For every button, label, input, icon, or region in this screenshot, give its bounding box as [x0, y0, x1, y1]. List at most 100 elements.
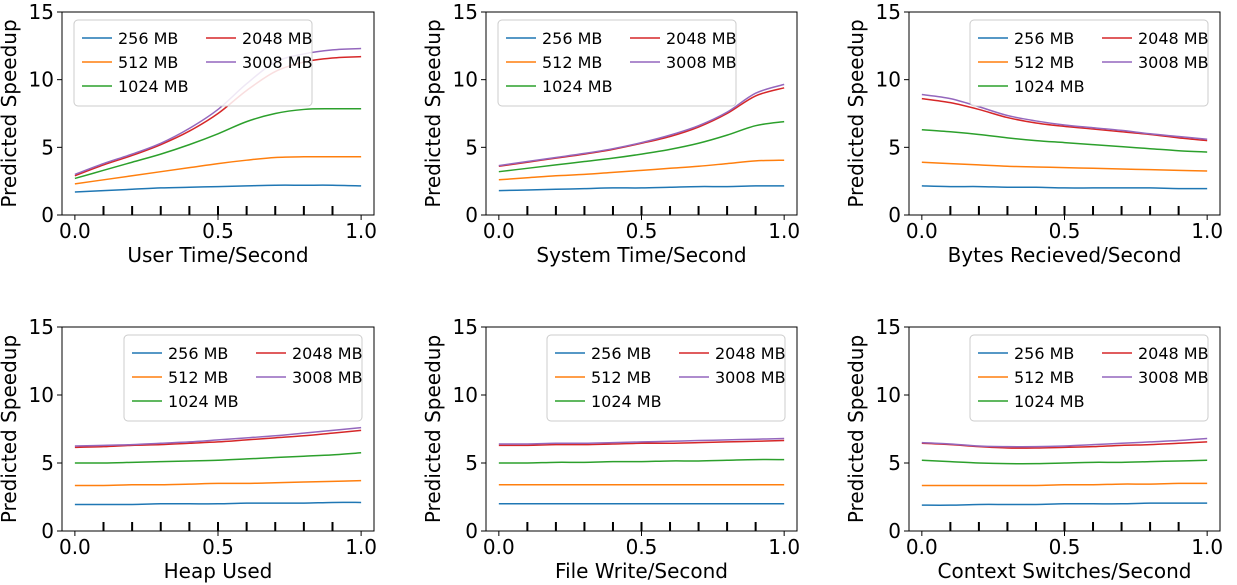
series-line-1024-mb [498, 120, 785, 173]
x-tick-label: 0.0 [59, 219, 91, 243]
x-tick-label: 1.0 [345, 219, 377, 243]
x-axis-label: Heap Used [164, 559, 273, 583]
legend-label: 2048 MB [666, 29, 737, 48]
legend-label: 1024 MB [1014, 392, 1085, 411]
legend-label: 3008 MB [292, 368, 363, 387]
series-line-2048-mb [498, 439, 785, 447]
chart-panel-4: 0 5 10 15 0.0 0.5 1.0 Heap Used Predicted Speedu… [0, 315, 377, 583]
legend-label: 256 MB [1014, 344, 1074, 363]
x-axis-label: Context Switches/Second [938, 559, 1192, 583]
legend-label: 512 MB [542, 53, 602, 72]
series-line-2048-mb [74, 429, 362, 449]
y-tick-label: 15 [876, 315, 901, 339]
series-line-512-mb [74, 156, 362, 185]
legend-label: 1024 MB [168, 392, 239, 411]
x-tick-label: 1.0 [768, 535, 800, 559]
y-tick-label: 5 [465, 135, 478, 159]
y-tick-label: 0 [465, 203, 478, 227]
y-tick-label: 15 [453, 315, 478, 339]
series-line-3008-mb [74, 426, 362, 447]
legend-box [969, 334, 1209, 422]
legend-label: 2048 MB [1138, 344, 1209, 363]
y-tick-label: 10 [876, 68, 901, 92]
legend-box [123, 334, 363, 422]
legend-box [497, 19, 737, 107]
y-tick-label: 5 [888, 135, 901, 159]
legend-label: 3008 MB [242, 53, 313, 72]
y-tick-label: 0 [41, 519, 54, 543]
legend-label: 1024 MB [542, 77, 613, 96]
y-tick-label: 0 [888, 519, 901, 543]
series-line-256-mb [498, 185, 785, 192]
y-tick-label: 0 [41, 203, 54, 227]
x-tick-label: 0.5 [626, 219, 658, 243]
y-tick-label: 5 [41, 135, 54, 159]
x-tick-label: 0.5 [626, 535, 658, 559]
series-line-1024-mb [74, 452, 362, 464]
series-line-512-mb [74, 479, 362, 487]
y-tick-label: 10 [29, 383, 54, 407]
legend-label: 2048 MB [1138, 29, 1209, 48]
legend-box [969, 19, 1209, 107]
series-line-2048-mb [921, 97, 1208, 142]
legend: 256 MB 512 MB 1024 MB 2048 MB 3008 MB [969, 19, 1209, 107]
legend-label: 512 MB [1014, 53, 1074, 72]
series-line-256-mb [921, 185, 1208, 190]
legend-label: 256 MB [542, 29, 602, 48]
series-line-512-mb [921, 482, 1208, 487]
x-tick-label: 1.0 [1191, 219, 1223, 243]
x-tick-label: 0.5 [202, 219, 234, 243]
series-line-1024-mb [74, 107, 362, 180]
y-tick-label: 5 [465, 451, 478, 475]
x-tick-label: 0.5 [1049, 535, 1081, 559]
legend-label: 1024 MB [591, 392, 662, 411]
chart-panel-5: 0 5 10 15 0.0 0.5 1.0 File Write/Second Predicte… [421, 315, 800, 583]
series-line-256-mb [921, 502, 1208, 506]
series-line-1024-mb [921, 128, 1208, 153]
legend-label: 2048 MB [292, 344, 363, 363]
legend: 256 MB 512 MB 1024 MB 2048 MB 3008 MB [497, 19, 737, 107]
y-axis-label: Predicted Speedup [0, 19, 21, 207]
x-tick-label: 1.0 [345, 535, 377, 559]
legend-label: 3008 MB [1138, 368, 1209, 387]
legend-box [546, 334, 786, 422]
y-tick-label: 5 [41, 451, 54, 475]
legend-label: 1024 MB [1014, 77, 1085, 96]
chart-panel-3: 0 5 10 15 0.0 0.5 1.0 Bytes Recieved/Second Pred… [844, 0, 1223, 267]
x-axis-label: File Write/Second [555, 559, 728, 583]
y-tick-label: 10 [876, 383, 901, 407]
x-tick-label: 0.0 [906, 219, 938, 243]
legend-label: 256 MB [591, 344, 651, 363]
legend-label: 3008 MB [666, 53, 737, 72]
x-tick-label: 0.0 [59, 535, 91, 559]
y-axis-label: Predicted Speedup [0, 335, 21, 523]
x-tick-label: 0.0 [906, 535, 938, 559]
legend: 256 MB 512 MB 1024 MB 2048 MB 3008 MB [546, 334, 786, 422]
series-line-3008-mb [498, 83, 785, 167]
legend-label: 3008 MB [715, 368, 786, 387]
y-tick-label: 10 [453, 383, 478, 407]
y-axis-label: Predicted Speedup [844, 335, 868, 523]
x-tick-label: 0.5 [1049, 219, 1081, 243]
series-line-256-mb [74, 501, 362, 506]
legend-label: 256 MB [1014, 29, 1074, 48]
y-tick-label: 0 [888, 203, 901, 227]
series-line-512-mb [921, 161, 1208, 172]
y-tick-label: 15 [876, 0, 901, 24]
y-axis-label: Predicted Speedup [421, 19, 445, 207]
y-tick-label: 15 [29, 0, 54, 24]
y-axis-label: Predicted Speedup [844, 19, 868, 207]
x-tick-label: 1.0 [768, 219, 800, 243]
x-axis-label: User Time/Second [127, 243, 308, 267]
legend-label: 3008 MB [1138, 53, 1209, 72]
y-tick-label: 15 [453, 0, 478, 24]
x-axis-label: System Time/Second [536, 243, 746, 267]
legend: 256 MB 512 MB 1024 MB 2048 MB 3008 MB [969, 334, 1209, 422]
legend-label: 256 MB [168, 344, 228, 363]
x-tick-label: 0.5 [202, 535, 234, 559]
y-tick-label: 0 [465, 519, 478, 543]
legend-label: 512 MB [1014, 368, 1074, 387]
legend-label: 512 MB [168, 368, 228, 387]
x-tick-label: 0.0 [483, 535, 515, 559]
